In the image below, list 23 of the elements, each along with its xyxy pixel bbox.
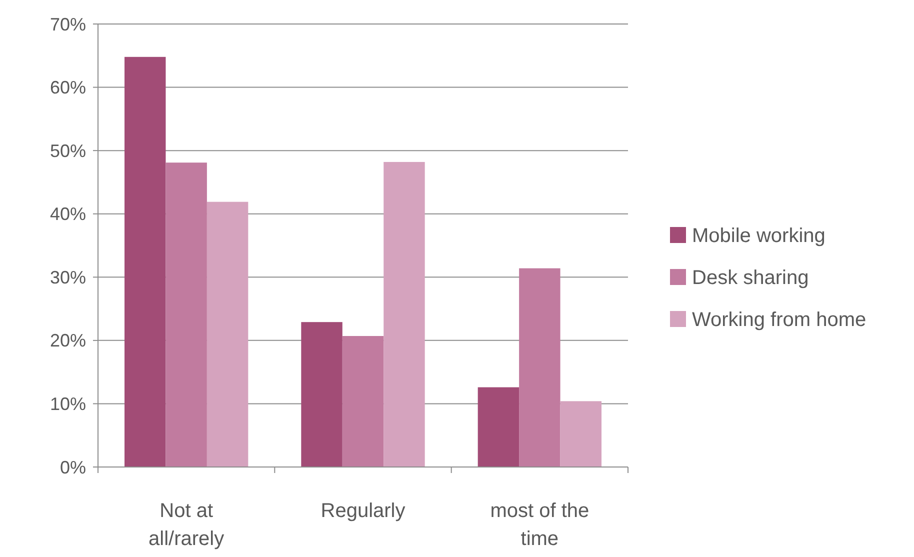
y-tick-label: 0% bbox=[60, 457, 86, 478]
x-tick-label: most of the time bbox=[490, 500, 590, 550]
legend-label: Mobile working bbox=[692, 225, 826, 247]
legend-label: Desk sharing bbox=[692, 267, 809, 289]
bar bbox=[478, 387, 520, 467]
bar bbox=[166, 162, 207, 467]
y-tick-label: 50% bbox=[50, 140, 86, 161]
bar bbox=[342, 336, 384, 467]
bar bbox=[384, 162, 425, 467]
y-tick-label: 60% bbox=[50, 78, 86, 98]
legend-label: Working from home bbox=[692, 309, 866, 331]
y-tick-label: 40% bbox=[50, 204, 86, 224]
bar bbox=[560, 401, 602, 467]
bar bbox=[206, 202, 248, 467]
y-tick-label: 20% bbox=[50, 330, 86, 351]
bar bbox=[124, 56, 166, 467]
bar bbox=[519, 268, 560, 467]
bar bbox=[301, 322, 342, 467]
x-tick-label: Not at all/rarely bbox=[148, 500, 224, 550]
y-tick-label: 10% bbox=[50, 394, 86, 414]
y-tick-label: 30% bbox=[50, 267, 86, 288]
x-tick-label: Regularly bbox=[320, 500, 406, 522]
y-tick-label: 70% bbox=[50, 14, 86, 34]
